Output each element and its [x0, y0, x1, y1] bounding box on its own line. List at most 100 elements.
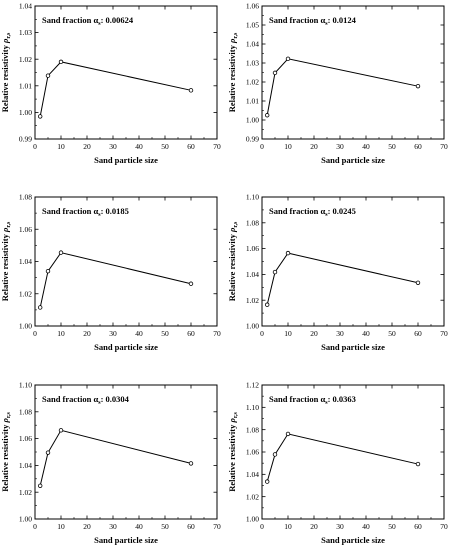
x-tick-label: 20: [310, 142, 318, 151]
x-axis-title: Sand particle size: [321, 535, 385, 545]
y-tick-label: 1.00: [246, 322, 259, 331]
data-point: [188, 88, 194, 93]
y-axis-title-subscript: r,s: [233, 412, 239, 419]
chart-panel-5: 0 10 20 30 40 50 60 70 1.00 1.02 1.04 1.06 1.08 1.10 S…: [0, 381, 221, 545]
data-point: [58, 428, 64, 433]
y-axis-title-symbol: ρ: [227, 418, 237, 424]
y-axis-title-subscript: r,s: [233, 32, 239, 39]
x-tick-label: 0: [260, 142, 264, 151]
y-axis-title-symbol: ρ: [0, 418, 10, 424]
sand-fraction-annotation: Sand fraction αs: 0.0124: [269, 15, 357, 27]
x-tick-label: 20: [310, 522, 318, 531]
x-axis-title: Sand particle size: [321, 155, 385, 165]
data-point: [265, 113, 270, 118]
y-axis-title: Relative resistivity ρr,s: [227, 32, 239, 112]
x-tick-label: 30: [109, 329, 117, 338]
annotation-prefix: Sand fraction α: [42, 206, 98, 216]
y-tick-label: 1.00: [19, 108, 32, 117]
x-tick-label: 0: [33, 522, 37, 531]
y-tick-label: 1.08: [19, 407, 32, 416]
y-axis-title: Relative resistivity ρr,s: [0, 221, 12, 301]
chart-panel-2: 0 10 20 30 40 50 60 70 0.99 1.00 1.01 1.02 1.03 1.04 1…: [227, 2, 448, 165]
y-axis-title-symbol: ρ: [227, 38, 237, 44]
x-tick-label: 20: [83, 329, 91, 338]
data-point: [38, 305, 43, 310]
annotation-subscript: s: [98, 212, 101, 218]
data-point: [285, 56, 291, 62]
data-point: [415, 280, 421, 285]
x-tick-label: 30: [336, 329, 344, 338]
data-point: [188, 281, 194, 286]
chart-panel-6: 0 10 20 30 40 50 60 70 1.00 1.02 1.04 1.06 1.08 1.10 1…: [227, 381, 448, 545]
y-axis-title-text: Relative resistivity: [0, 43, 10, 112]
annotation-subscript: s: [325, 212, 328, 218]
data-point: [188, 461, 194, 466]
annotation-subscript: s: [325, 400, 328, 406]
x-tick-label: 60: [187, 142, 195, 151]
annotation-subscript: s: [325, 21, 328, 27]
x-axis-title: Sand particle size: [321, 342, 385, 352]
x-tick-label: 50: [161, 522, 169, 531]
x-tick-label: 10: [284, 329, 292, 338]
chart-panel-1: 0 10 20 30 40 50 60 70 0.99 1.00 1.01 1.02 1.03 1.04 S…: [0, 2, 221, 165]
y-axis-title-text: Relative resistivity: [227, 232, 237, 301]
data-point: [272, 269, 278, 275]
annotation-prefix: Sand fraction α: [42, 15, 98, 25]
y-tick-label: 1.12: [246, 381, 259, 390]
data-point: [38, 114, 43, 119]
data-point: [285, 431, 291, 437]
x-tick-label: 20: [310, 329, 318, 338]
data-point: [285, 250, 291, 256]
y-tick-label: 1.04: [19, 461, 32, 470]
y-tick-label: 1.06: [246, 2, 259, 11]
sand-fraction-annotation: Sand fraction αs: 0.0185: [42, 206, 129, 218]
y-axis-title: Relative resistivity ρr,s: [227, 221, 239, 301]
data-point: [415, 83, 421, 89]
x-tick-label: 40: [135, 522, 143, 531]
sand-fraction-annotation: Sand fraction αs: 0.0304: [42, 394, 130, 406]
y-tick-label: 1.06: [246, 448, 259, 457]
x-tick-label: 50: [388, 522, 396, 531]
y-tick-label: 1.00: [246, 515, 259, 524]
x-tick-label: 40: [362, 522, 370, 531]
plot-frame: [261, 196, 445, 327]
data-point: [58, 59, 64, 65]
y-axis-title-text: Relative resistivity: [227, 43, 237, 112]
x-tick-label: 50: [388, 329, 396, 338]
annotation-value: : 0.0185: [101, 206, 129, 216]
y-tick-label: 1.04: [19, 2, 32, 11]
series-line: [39, 252, 192, 308]
data-point: [45, 268, 51, 274]
x-tick-label: 50: [161, 329, 169, 338]
y-tick-label: 1.10: [19, 381, 32, 390]
y-axis-title: Relative resistivity ρr,s: [0, 412, 12, 492]
x-axis-title: Sand particle size: [94, 155, 158, 165]
data-point: [58, 250, 64, 255]
data-point: [272, 452, 278, 457]
annotation-prefix: Sand fraction α: [269, 15, 325, 25]
y-tick-label: 1.04: [246, 470, 259, 479]
sand-fraction-annotation: Sand fraction αs: 0.0245: [269, 206, 356, 218]
x-tick-label: 10: [57, 522, 65, 531]
y-axis-title-symbol: ρ: [0, 227, 10, 233]
y-tick-label: 1.08: [246, 218, 259, 227]
x-tick-label: 60: [414, 522, 422, 531]
annotation-value: : 0.0124: [328, 15, 357, 25]
y-axis-title-subscript: r,s: [6, 412, 12, 419]
y-tick-label: 1.01: [19, 81, 32, 90]
y-axis-title: Relative resistivity ρr,s: [0, 32, 12, 112]
chart-panel-4: 0 10 20 30 40 50 60 70 1.00 1.02 1.04 1.06 1.08 1.10 S…: [227, 193, 448, 352]
x-axis-title: Sand particle size: [94, 535, 158, 545]
y-tick-label: 1.06: [19, 225, 32, 234]
y-tick-label: 1.03: [246, 59, 259, 68]
annotation-subscript: s: [98, 400, 101, 406]
series-line: [266, 433, 419, 482]
x-tick-label: 70: [440, 142, 448, 151]
x-tick-label: 70: [213, 329, 221, 338]
data-point: [265, 479, 270, 484]
y-axis-title-subscript: r,s: [6, 221, 12, 228]
x-tick-label: 30: [336, 142, 344, 151]
y-tick-label: 1.10: [246, 193, 259, 202]
